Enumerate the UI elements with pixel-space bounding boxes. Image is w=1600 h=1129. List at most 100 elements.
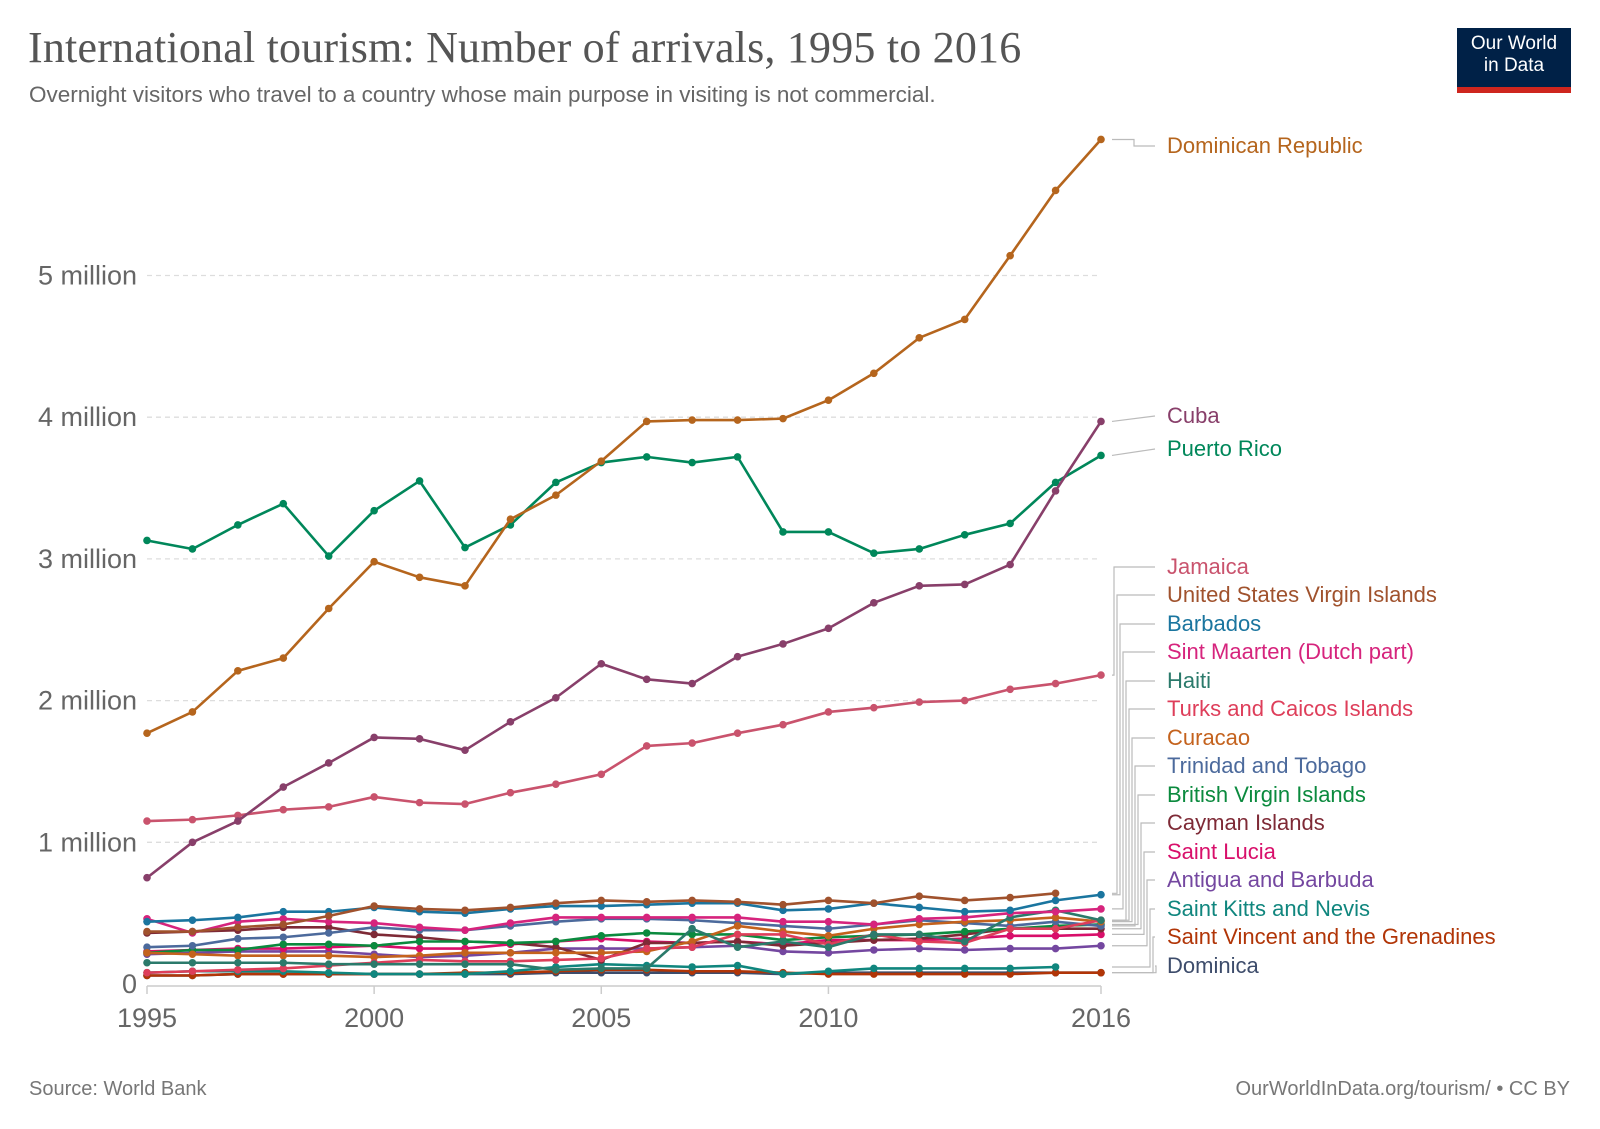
data-point[interactable] xyxy=(870,549,878,558)
data-point[interactable] xyxy=(642,742,651,750)
data-point[interactable] xyxy=(870,970,878,978)
data-point[interactable] xyxy=(824,528,833,536)
series-united-states-virgin-islands[interactable] xyxy=(143,889,1060,936)
series-line[interactable] xyxy=(146,420,1103,879)
data-point[interactable] xyxy=(733,453,742,461)
data-point[interactable] xyxy=(779,906,787,915)
series-line[interactable] xyxy=(146,893,1102,923)
data-point[interactable] xyxy=(597,896,606,905)
data-point[interactable] xyxy=(733,898,742,906)
data-point[interactable] xyxy=(552,956,560,964)
series-saint-kitts-and-nevis[interactable] xyxy=(143,960,1060,978)
data-point[interactable] xyxy=(779,414,787,423)
data-point[interactable] xyxy=(915,915,924,923)
data-point[interactable] xyxy=(960,970,969,978)
data-point[interactable] xyxy=(915,970,924,978)
data-point[interactable] xyxy=(415,905,424,913)
data-point[interactable] xyxy=(552,943,560,951)
data-point[interactable] xyxy=(824,905,833,913)
data-point[interactable] xyxy=(779,930,787,939)
data-point[interactable] xyxy=(733,652,742,661)
series-label[interactable]: Saint Lucia xyxy=(1167,839,1277,864)
data-point[interactable] xyxy=(915,582,924,590)
data-point[interactable] xyxy=(688,924,696,933)
data-point[interactable] xyxy=(733,913,742,922)
data-point[interactable] xyxy=(506,960,515,968)
series-line[interactable] xyxy=(146,916,1102,959)
data-point[interactable] xyxy=(779,937,787,946)
data-point[interactable] xyxy=(188,927,197,936)
data-point[interactable] xyxy=(960,896,969,905)
data-point[interactable] xyxy=(461,949,469,957)
data-point[interactable] xyxy=(552,478,560,487)
data-point[interactable] xyxy=(597,659,606,668)
data-point[interactable] xyxy=(915,937,924,946)
data-point[interactable] xyxy=(461,906,469,915)
data-point[interactable] xyxy=(870,964,878,973)
data-point[interactable] xyxy=(642,964,651,973)
data-point[interactable] xyxy=(234,951,242,960)
data-point[interactable] xyxy=(279,964,288,973)
series-jamaica[interactable] xyxy=(143,671,1105,825)
data-point[interactable] xyxy=(597,913,606,922)
data-point[interactable] xyxy=(1051,913,1060,922)
series-line[interactable] xyxy=(146,944,1102,959)
data-point[interactable] xyxy=(279,951,288,960)
data-point[interactable] xyxy=(552,949,560,957)
data-point[interactable] xyxy=(733,922,742,930)
data-point[interactable] xyxy=(1006,944,1014,953)
data-point[interactable] xyxy=(915,930,924,939)
data-point[interactable] xyxy=(324,759,333,767)
data-point[interactable] xyxy=(324,929,333,937)
series-label[interactable]: Cayman Islands xyxy=(1167,810,1325,835)
series-cuba[interactable] xyxy=(143,417,1105,882)
data-point[interactable] xyxy=(1097,905,1105,913)
series-line[interactable] xyxy=(146,673,1102,823)
data-point[interactable] xyxy=(324,923,333,932)
data-point[interactable] xyxy=(415,944,424,953)
data-point[interactable] xyxy=(234,934,242,943)
data-point[interactable] xyxy=(188,941,197,950)
data-point[interactable] xyxy=(960,907,969,916)
data-point[interactable] xyxy=(415,937,424,946)
data-point[interactable] xyxy=(870,369,878,378)
data-point[interactable] xyxy=(642,453,651,461)
series-label[interactable]: Saint Kitts and Nevis xyxy=(1167,896,1370,921)
data-point[interactable] xyxy=(143,917,151,926)
series-line[interactable] xyxy=(147,968,1101,977)
data-point[interactable] xyxy=(324,968,333,977)
data-point[interactable] xyxy=(188,967,197,976)
data-point[interactable] xyxy=(143,958,151,967)
series-line[interactable] xyxy=(146,923,1102,955)
data-point[interactable] xyxy=(234,923,242,932)
data-point[interactable] xyxy=(279,920,288,929)
data-point[interactable] xyxy=(234,521,242,529)
data-point[interactable] xyxy=(370,919,378,927)
series-label[interactable]: Turks and Caicos Islands xyxy=(1167,696,1413,721)
data-point[interactable] xyxy=(960,937,969,946)
series-label[interactable]: Antigua and Barbuda xyxy=(1167,867,1374,892)
data-point[interactable] xyxy=(688,896,696,905)
data-point[interactable] xyxy=(915,944,924,953)
data-point[interactable] xyxy=(779,947,787,956)
data-point[interactable] xyxy=(234,817,242,825)
series-line[interactable] xyxy=(146,933,1102,953)
data-point[interactable] xyxy=(370,733,378,742)
data-point[interactable] xyxy=(188,958,197,967)
data-point[interactable] xyxy=(143,943,151,951)
data-point[interactable] xyxy=(143,927,151,936)
data-point[interactable] xyxy=(506,967,515,976)
data-point[interactable] xyxy=(415,798,424,807)
data-point[interactable] xyxy=(1051,186,1060,195)
data-point[interactable] xyxy=(1097,890,1105,899)
series-line[interactable] xyxy=(146,917,1102,949)
data-point[interactable] xyxy=(824,949,833,957)
data-point[interactable] xyxy=(960,927,969,936)
data-point[interactable] xyxy=(143,968,151,977)
data-point[interactable] xyxy=(733,416,742,424)
data-point[interactable] xyxy=(552,937,560,946)
data-point[interactable] xyxy=(370,930,378,939)
data-point[interactable] xyxy=(279,499,288,508)
data-point[interactable] xyxy=(324,940,333,949)
data-point[interactable] xyxy=(143,817,151,825)
